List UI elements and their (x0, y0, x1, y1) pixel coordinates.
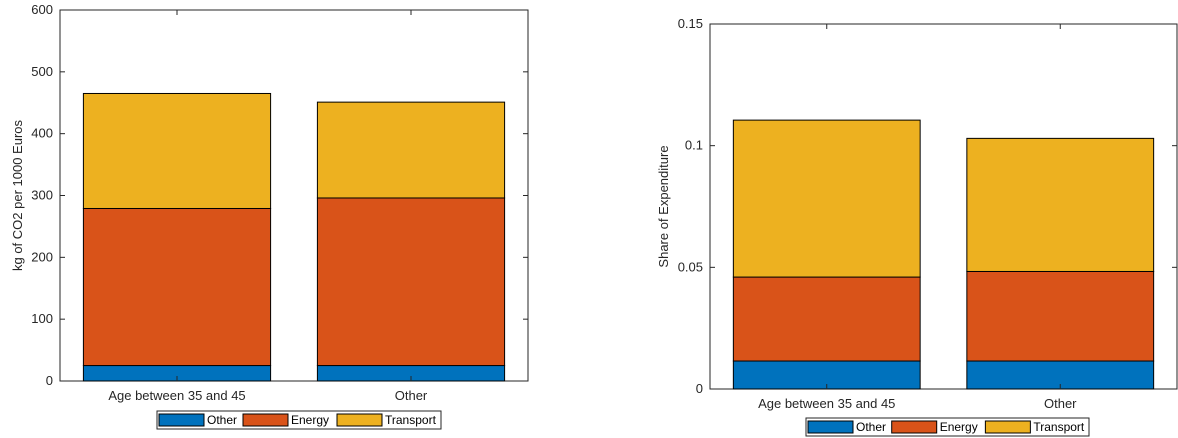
legend-label-transport: Transport (1033, 420, 1085, 434)
y-tick-label: 0.05 (678, 259, 703, 274)
y-tick-label: 0.15 (678, 16, 703, 31)
legend-swatch-other (158, 413, 205, 427)
y-axis-label: kg of CO2 per 1000 Euros (10, 119, 25, 271)
legend-label-energy: Energy (940, 420, 978, 434)
y-tick-label: 200 (31, 249, 53, 264)
bar-transport-other (966, 137, 1155, 272)
bar-energy-age-35-45 (732, 276, 921, 362)
y-tick-label: 400 (31, 126, 53, 141)
chart-co2-intensity: 0 100 200 300 400 500 600 Age between 35 and 45… (10, 2, 529, 430)
y-tick-label: 600 (31, 2, 53, 17)
bar-transport-age-35-45 (732, 119, 921, 278)
legend-label-transport: Transport (385, 413, 437, 427)
x-tick-label: Other (395, 388, 428, 403)
y-tick-label: 300 (31, 188, 53, 203)
chart-expenditure-share: 0 0.05 0.1 0.15 Age between 35 and 45 Other Sh… (656, 16, 1178, 437)
y-tick-label: 0 (46, 373, 53, 388)
bar-energy-other (966, 270, 1155, 362)
bar-transport-age-35-45 (82, 92, 272, 209)
bar-transport-other (316, 101, 506, 199)
legend-swatch-transport (984, 420, 1031, 434)
legend-label-other: Other (856, 420, 886, 434)
bar-energy-other (316, 197, 506, 367)
y-tick-label: 500 (31, 64, 53, 79)
bar-energy-age-35-45 (82, 207, 272, 367)
y-axis-label: Share of Expenditure (656, 145, 671, 267)
x-tick-label: Age between 35 and 45 (758, 396, 895, 411)
y-tick-label: 0.1 (685, 138, 703, 153)
legend-label-energy: Energy (291, 413, 329, 427)
x-tick-label: Age between 35 and 45 (108, 388, 245, 403)
y-tick-label: 100 (31, 311, 53, 326)
legend-label-other: Other (207, 413, 237, 427)
legend-swatch-energy (891, 420, 938, 434)
legend-swatch-energy (242, 413, 289, 427)
legend-swatch-other (807, 420, 854, 434)
y-tick-label: 0 (696, 381, 703, 396)
legend-swatch-transport (336, 413, 383, 427)
x-tick-label: Other (1044, 396, 1077, 411)
